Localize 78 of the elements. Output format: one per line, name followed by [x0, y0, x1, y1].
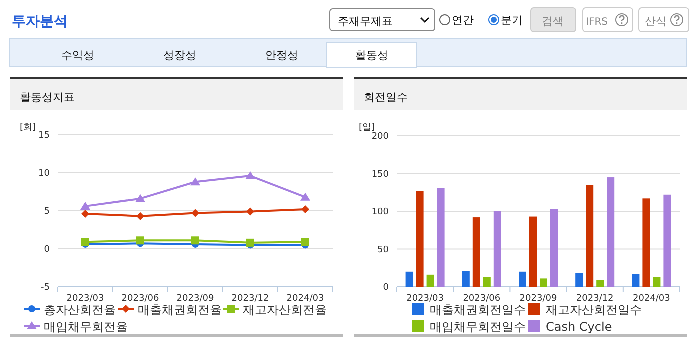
- x-tick-label: 2023/06: [463, 294, 501, 304]
- bar: [530, 216, 537, 287]
- text: 연간: [452, 14, 474, 27]
- legend-label: 재고자산회전율: [243, 303, 327, 317]
- point: [246, 238, 254, 247]
- bar: [494, 212, 502, 287]
- point: [300, 192, 310, 201]
- y-tick-label: -5: [41, 283, 50, 293]
- point: [302, 205, 310, 214]
- bar: [664, 194, 672, 287]
- point: [192, 209, 200, 218]
- bar: [596, 280, 604, 287]
- x-tick-label: 2023/06: [122, 294, 160, 304]
- text: 수익성: [62, 49, 94, 62]
- point: [136, 194, 146, 202]
- bar: [416, 191, 424, 287]
- bar: [576, 273, 584, 287]
- text: 성장성: [164, 49, 196, 62]
- x-tick-label: 2023/03: [406, 294, 444, 304]
- legend-label: 총자산회전율: [44, 303, 116, 317]
- text: 분기: [501, 14, 523, 27]
- point: [82, 210, 90, 218]
- text: 산식: [645, 15, 667, 28]
- legend-label: 매출채권회전일수: [430, 303, 526, 317]
- point: [82, 238, 90, 246]
- text: 투자분석: [12, 14, 68, 30]
- bar: [483, 277, 491, 287]
- bar: [472, 218, 480, 287]
- x-tick-label: 2023/12: [576, 294, 614, 304]
- bar: [653, 277, 661, 287]
- text: IFRS: [586, 17, 608, 28]
- point: [246, 208, 254, 216]
- x-tick-label: 2024/03: [633, 294, 670, 304]
- bar: [586, 185, 594, 287]
- x-tick-label: 2023/12: [232, 294, 270, 304]
- y-tick-label: 10: [38, 169, 50, 179]
- bar: [550, 209, 558, 287]
- text: 활동성: [356, 49, 388, 62]
- x-tick-label: 2023/09: [520, 294, 558, 304]
- y-tick-label: 150: [372, 170, 390, 180]
- y-tick-label: 15: [38, 131, 50, 141]
- bar: [426, 274, 434, 287]
- bar: [462, 271, 470, 287]
- y-tick-label: 5: [44, 207, 50, 217]
- point: [246, 172, 256, 180]
- text: 검색: [542, 15, 564, 28]
- legend-label: 재고자산회전일수: [546, 303, 642, 317]
- x-tick-label: 2023/09: [176, 294, 214, 304]
- bar: [437, 188, 445, 287]
- x-tick-label: 2024/03: [286, 294, 324, 304]
- x-tick-label: 2023/03: [66, 294, 104, 304]
- y-axis-title: [회]: [20, 123, 36, 133]
- legend-label: 매입채무회전일수: [430, 320, 526, 334]
- y-tick-label: 0: [383, 283, 390, 293]
- point: [190, 178, 200, 186]
- legend-label: Cash Cycle: [546, 320, 612, 334]
- point: [80, 202, 90, 210]
- bar: [519, 272, 526, 287]
- chart-title: 회전일수: [364, 91, 408, 104]
- y-axis-title: [일]: [359, 123, 376, 133]
- legend-label: 매출채권회전율: [138, 303, 222, 317]
- point: [136, 236, 144, 245]
- y-tick-label: 50: [378, 245, 390, 256]
- point: [136, 212, 144, 220]
- y-tick-label: 0: [44, 245, 50, 255]
- bar: [540, 278, 548, 287]
- chart-title: 활동성지표: [20, 91, 75, 104]
- text: 주재무제표: [338, 15, 393, 28]
- y-tick-label: 100: [372, 208, 390, 218]
- text: 안정성: [266, 49, 298, 62]
- bar: [406, 272, 414, 287]
- legend-label: 매입채무회전율: [44, 320, 128, 334]
- bar: [632, 274, 640, 287]
- bar: [607, 178, 615, 287]
- bar: [642, 198, 650, 287]
- point: [192, 236, 200, 245]
- y-tick-label: 200: [372, 132, 390, 142]
- point: [302, 238, 310, 246]
